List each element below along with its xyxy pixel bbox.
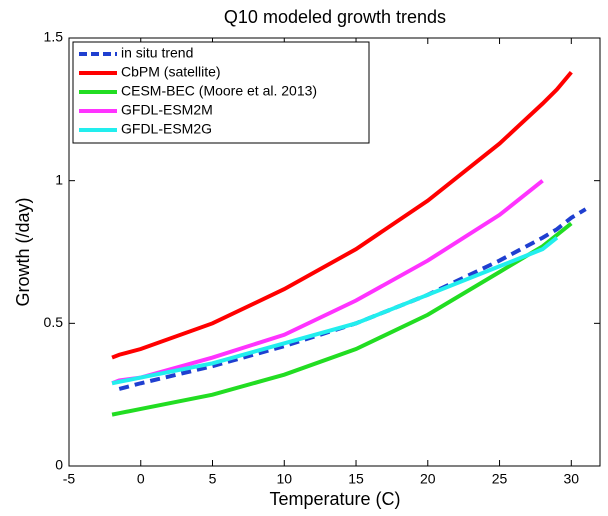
- y-tick-label: 0.5: [44, 314, 64, 330]
- series-line: [111, 70, 573, 360]
- series-line: [111, 221, 573, 417]
- y-tick-label: 1.5: [44, 29, 64, 45]
- x-tick-label: 0: [137, 471, 145, 487]
- x-tick-label: -5: [63, 471, 76, 487]
- chart-title: Q10 modeled growth trends: [224, 7, 446, 27]
- x-axis-label: Temperature (C): [269, 489, 400, 509]
- legend-label: GFDL-ESM2M: [121, 102, 213, 118]
- x-tick-label: 15: [348, 471, 364, 487]
- x-tick-label: 25: [492, 471, 508, 487]
- y-tick-label: 1: [55, 171, 63, 187]
- y-tick-label: 0: [55, 457, 63, 473]
- legend-label: GFDL-ESM2G: [121, 121, 212, 137]
- x-tick-label: 30: [564, 471, 580, 487]
- legend-box: [72, 41, 370, 144]
- series-line: [111, 179, 544, 386]
- series-line: [111, 236, 559, 386]
- legend-label: CESM-BEC (Moore et al. 2013): [121, 83, 317, 99]
- x-tick-label: 10: [276, 471, 292, 487]
- x-tick-label: 5: [209, 471, 217, 487]
- plot-frame: [68, 37, 601, 467]
- legend-label: in situ trend: [121, 45, 193, 61]
- legend-label: CbPM (satellite): [121, 64, 221, 80]
- x-tick-label: 20: [420, 471, 436, 487]
- y-axis-label: Growth (/day): [13, 197, 33, 306]
